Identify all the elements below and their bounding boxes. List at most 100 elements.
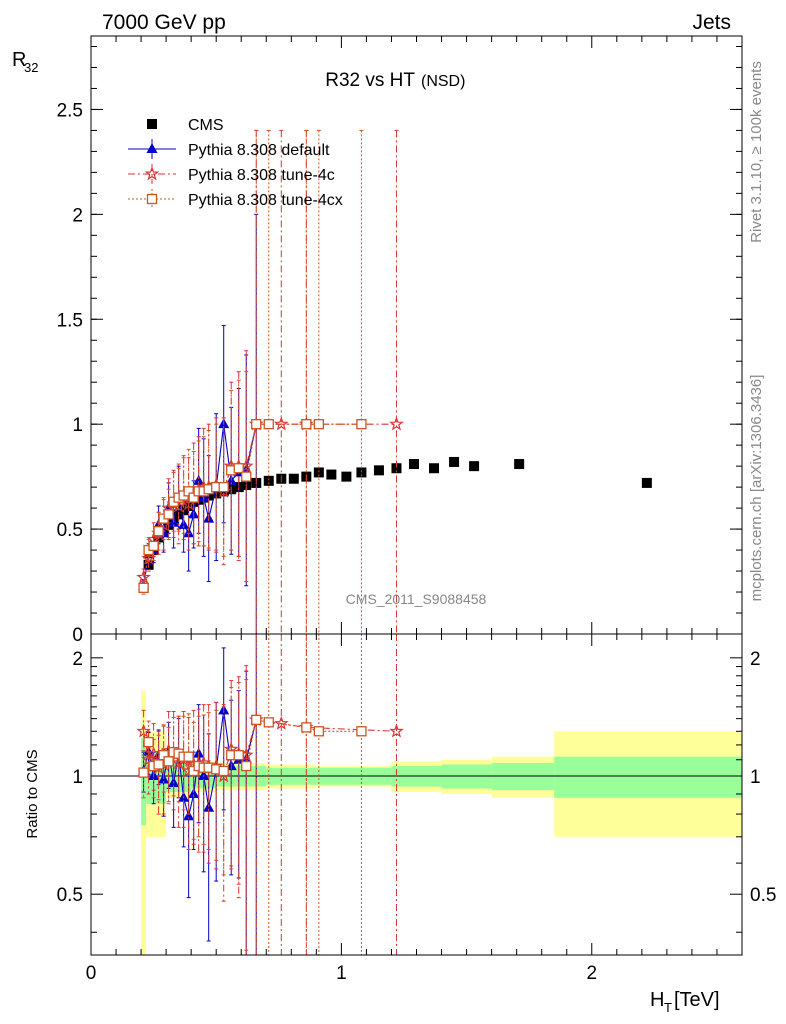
legend-label: Pythia 8.308 default <box>188 142 330 159</box>
data-point <box>233 463 244 474</box>
data-point <box>373 465 384 476</box>
data-point <box>241 760 252 772</box>
rivet-label: Rivet 3.1.10, ≥ 100k events <box>748 61 765 243</box>
data-point <box>273 416 289 431</box>
data-point <box>301 722 312 733</box>
series-2 <box>138 633 367 955</box>
series-0 <box>138 456 652 593</box>
data-point <box>514 459 525 470</box>
data-point <box>163 509 174 520</box>
data-point <box>193 474 205 485</box>
x-tick-label: 0 <box>86 963 97 984</box>
x-axis-label: H T [TeV] <box>650 989 720 1015</box>
main-title-suffix: (NSD) <box>421 73 465 90</box>
data-point <box>183 751 194 762</box>
ratio-y-tick-label-right: 2 <box>750 649 761 670</box>
series-line <box>143 424 257 586</box>
legend-marker <box>144 166 160 181</box>
y-tick-label: 0.5 <box>57 520 83 541</box>
x-tick-label: 2 <box>586 963 597 984</box>
uncertainty-band-inner <box>491 762 555 791</box>
data-point <box>469 461 480 472</box>
data-point <box>313 726 325 737</box>
legend-item: Pythia 8.308 tune-4c <box>128 164 335 184</box>
data-point <box>183 810 195 821</box>
data-point <box>429 463 440 474</box>
legend: CMS Pythia 8.308 default Pythia 8.308 tune… <box>128 117 343 209</box>
uncertainty-band-inner <box>554 756 742 798</box>
main-title: R32 vs HT <box>325 70 415 91</box>
y-tick-label: 1 <box>72 415 83 436</box>
header-right: Jets <box>692 11 731 34</box>
ratio-panel: 0.5 0.5 1 1 2 2 0 1 2 Ratio to CMS H T [TeV] <box>24 633 776 1015</box>
legend-item: CMS <box>147 117 224 134</box>
data-point <box>273 715 289 730</box>
data-point <box>188 787 200 798</box>
data-point <box>408 459 419 470</box>
ylabel-main-subscript: 32 <box>24 60 38 75</box>
data-point <box>313 419 325 430</box>
data-point <box>136 569 151 584</box>
data-point <box>251 419 262 430</box>
y-tick-label: 0 <box>72 625 83 646</box>
data-point <box>263 475 274 486</box>
data-point <box>153 759 164 770</box>
mcplots-label: mcplots.cern.ch [arXiv:1306.3436] <box>748 375 765 602</box>
data-point <box>341 471 352 482</box>
legend-marker <box>146 143 158 153</box>
y-tick-label: 2.5 <box>57 100 83 121</box>
main-panel: 0 0.5 1 1.5 2 2.5 R32 vs HT (NSD) CMS_2011_S9… <box>12 35 743 646</box>
data-point <box>198 491 210 502</box>
ratio-y-tick-label: 1 <box>72 767 83 788</box>
header-left: 7000 GeV pp <box>102 11 226 34</box>
ratio-y-tick-label-right: 1 <box>750 767 761 788</box>
legend-item: Pythia 8.308 default <box>128 139 330 159</box>
data-point <box>356 726 367 737</box>
data-point <box>263 717 274 728</box>
data-point <box>263 419 274 430</box>
ratio-y-tick-label: 0.5 <box>57 885 83 906</box>
series-1 <box>138 213 262 634</box>
y-tick-label: 2 <box>72 205 83 226</box>
legend-marker <box>147 119 157 129</box>
ratio-y-tick-label: 2 <box>72 649 83 670</box>
ylabel-main-letter: R <box>12 49 26 71</box>
data-point <box>356 419 367 430</box>
legend-label: Pythia 8.308 tune-4c <box>188 167 335 184</box>
legend-marker <box>146 193 158 205</box>
ratio-y-tick-label-right: 0.5 <box>750 885 776 906</box>
data-point <box>203 801 215 812</box>
data-point <box>326 469 337 480</box>
legend-label: CMS <box>188 117 224 134</box>
data-point <box>641 477 652 488</box>
data-point <box>218 481 229 493</box>
data-point <box>178 518 190 529</box>
data-point <box>218 765 229 777</box>
data-point <box>138 767 149 778</box>
main-ylabel: R 32 <box>12 49 38 75</box>
data-point <box>313 467 324 478</box>
data-point <box>148 540 159 552</box>
legend-label: Pythia 8.308 tune-4cx <box>188 192 343 209</box>
xlabel-subscript: T <box>664 1000 672 1015</box>
data-point <box>136 723 151 738</box>
data-point <box>356 467 367 478</box>
data-point <box>301 419 312 430</box>
xlabel-unit: [TeV] <box>674 989 720 1011</box>
data-point <box>143 736 154 748</box>
ratio-ylabel: Ratio to CMS <box>24 749 41 838</box>
data-point <box>389 723 404 738</box>
data-point <box>138 582 149 593</box>
x-tick-label: 1 <box>336 963 347 984</box>
data-point <box>163 756 174 767</box>
data-point <box>153 526 164 537</box>
legend-item: Pythia 8.308 tune-4cx <box>128 189 343 209</box>
series-3 <box>138 129 367 634</box>
y-tick-label: 1.5 <box>57 310 83 331</box>
watermark: CMS_2011_S9088458 <box>346 591 487 607</box>
data-point <box>251 714 262 726</box>
data-point <box>233 750 244 761</box>
data-point <box>288 473 299 484</box>
data-point <box>389 416 404 431</box>
